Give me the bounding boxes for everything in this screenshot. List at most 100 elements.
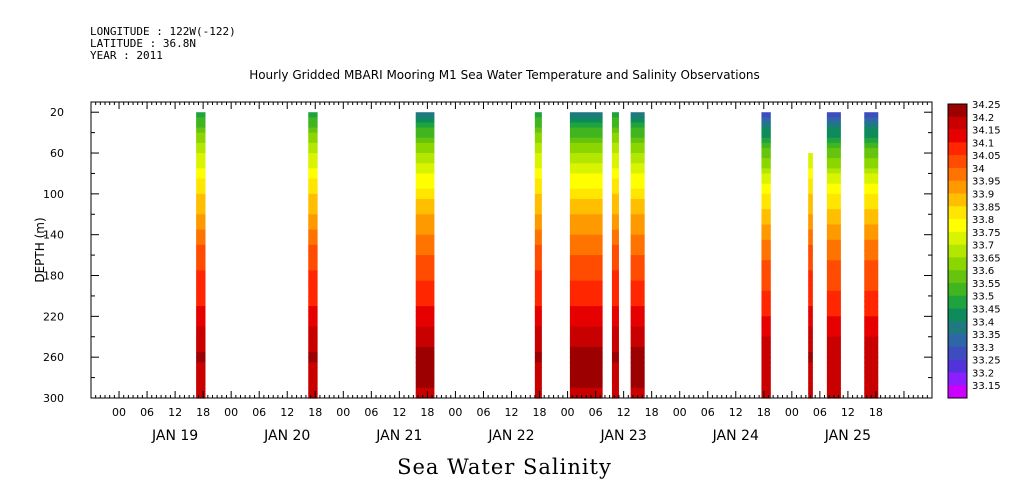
salinity-cell (415, 336, 435, 343)
salinity-cell (534, 219, 542, 226)
salinity-cell (569, 198, 603, 205)
x-tick-label: 18 (869, 406, 883, 419)
colorbar-label: 33.6 (972, 266, 994, 277)
salinity-cell (808, 280, 813, 287)
salinity-cell (761, 188, 771, 195)
salinity-cell (808, 352, 813, 358)
salinity-cell (864, 285, 879, 292)
salinity-cell (196, 117, 206, 124)
salinity-cell (864, 117, 879, 124)
x-tick-label: 18 (196, 406, 210, 419)
salinity-cell (415, 209, 435, 215)
x-tick-label: 18 (533, 406, 547, 419)
salinity-cell (611, 306, 619, 312)
salinity-cell (864, 270, 879, 277)
salinity-cell (569, 158, 603, 164)
salinity-cell (196, 250, 206, 256)
salinity-cell (761, 214, 771, 220)
salinity-cell (826, 255, 841, 261)
salinity-cell (534, 132, 542, 139)
salinity-cell (864, 234, 879, 241)
salinity-cell (630, 158, 645, 164)
salinity-cell (196, 178, 206, 185)
colorbar-label: 34.2 (972, 113, 994, 124)
data-segment (808, 153, 813, 399)
salinity-cell (534, 239, 542, 246)
salinity-cell (534, 209, 542, 215)
salinity-cell (761, 163, 771, 169)
colorbar-swatch (948, 359, 967, 373)
salinity-cell (534, 183, 542, 190)
salinity-cell (761, 239, 771, 246)
salinity-cell (569, 193, 603, 200)
salinity-cell (611, 326, 619, 333)
salinity-cell (864, 132, 879, 139)
salinity-cell (864, 193, 879, 200)
salinity-cell (630, 112, 645, 118)
salinity-cell (808, 229, 813, 236)
salinity-cell (415, 112, 435, 118)
x-tick-label: 12 (280, 406, 294, 419)
colorbar-label: 33.85 (972, 202, 1001, 213)
salinity-cell (630, 301, 645, 307)
salinity-cell (864, 198, 879, 205)
salinity-cell (761, 112, 771, 118)
salinity-cell (630, 321, 645, 328)
salinity-cell (761, 341, 771, 348)
salinity-cell (308, 290, 318, 297)
x-tick-label: 12 (729, 406, 743, 419)
salinity-cell (415, 341, 435, 348)
salinity-cell (808, 163, 813, 169)
salinity-cell (308, 295, 318, 302)
salinity-cell (826, 178, 841, 185)
salinity-cell (826, 214, 841, 220)
salinity-cell (630, 382, 645, 389)
colorbar-swatch (948, 372, 967, 386)
salinity-cell (611, 255, 619, 261)
latitude-label: LATITUDE : 36.8N (90, 37, 196, 50)
y-tick-label: 220 (43, 310, 64, 323)
salinity-cell (864, 183, 879, 190)
salinity-cell (415, 306, 435, 312)
salinity-cell (415, 117, 435, 124)
salinity-cell (569, 224, 603, 231)
salinity-cell (196, 270, 206, 277)
salinity-cell (826, 367, 841, 374)
salinity-cell (196, 198, 206, 205)
salinity-cell (808, 153, 813, 159)
salinity-cell (864, 321, 879, 328)
salinity-cell (630, 316, 645, 323)
salinity-cell (611, 341, 619, 348)
salinity-cell (826, 316, 841, 323)
salinity-cell (611, 346, 619, 353)
salinity-cell (308, 229, 318, 236)
salinity-cell (308, 239, 318, 246)
salinity-cell (808, 377, 813, 384)
salinity-cell (864, 367, 879, 374)
salinity-cell (308, 255, 318, 261)
salinity-cell (864, 112, 879, 118)
salinity-cell (808, 285, 813, 292)
colorbar-swatch (948, 129, 967, 143)
salinity-cell (308, 209, 318, 215)
salinity-cell (611, 122, 619, 129)
salinity-cell (196, 352, 206, 358)
salinity-cell (761, 311, 771, 317)
salinity-cell (415, 275, 435, 282)
salinity-cell (415, 260, 435, 266)
salinity-cell (308, 137, 318, 144)
salinity-cell (826, 352, 841, 358)
colorbar-label: 34.25 (972, 100, 1001, 111)
salinity-cell (569, 341, 603, 348)
day-label: JAN 20 (263, 428, 310, 444)
salinity-cell (196, 255, 206, 261)
salinity-cell (808, 183, 813, 190)
salinity-cell (196, 127, 206, 134)
colorbar-label: 34.05 (972, 151, 1001, 162)
salinity-cell (569, 142, 603, 149)
salinity-cell (761, 377, 771, 384)
salinity-cell (761, 285, 771, 292)
y-tick-label: 140 (43, 229, 64, 242)
salinity-cell (534, 352, 542, 358)
